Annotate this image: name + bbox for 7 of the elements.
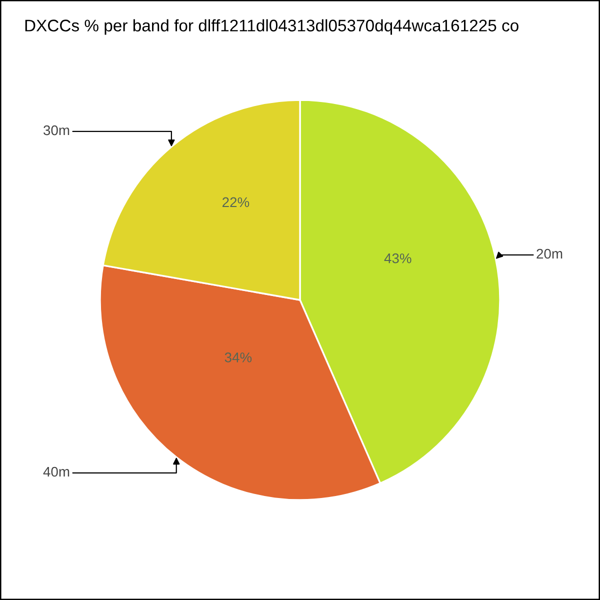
slice-label: 20m [536, 248, 562, 259]
chart-title: DXCCs % per band for dlff1211dl04313dl05370dq44wca161225 co [25, 19, 518, 35]
data-label: 34% [224, 352, 252, 362]
slice-label: 40m [43, 466, 70, 477]
slice-label: 30m [44, 125, 70, 136]
data-label: 22% [222, 197, 250, 208]
data-label: 43% [384, 253, 412, 264]
